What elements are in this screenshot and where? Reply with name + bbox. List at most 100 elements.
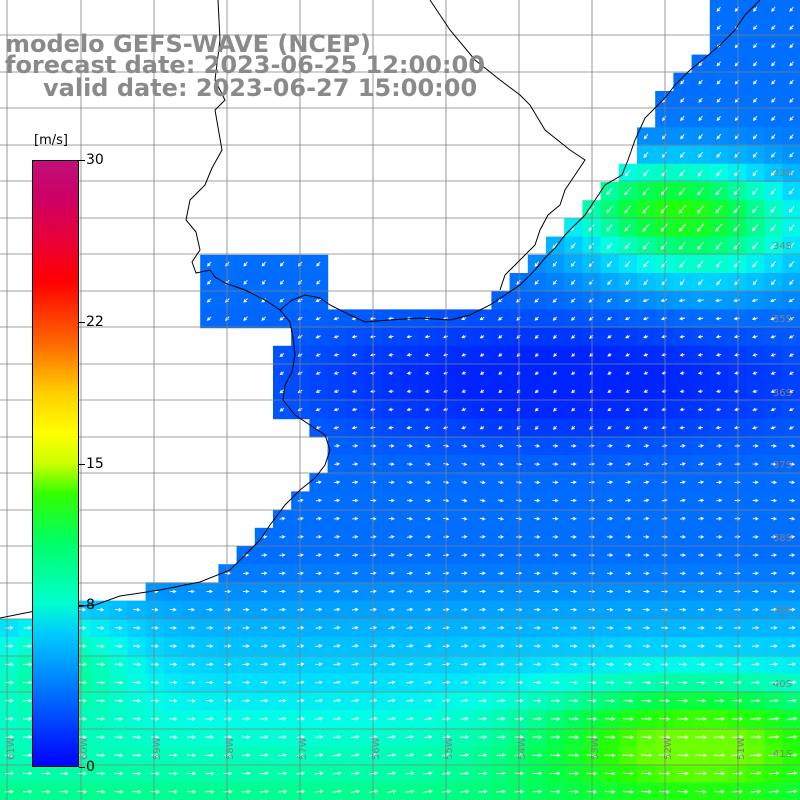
wind-arrow [716, 97, 721, 103]
wind-arrow [132, 698, 142, 703]
wind-arrow [205, 789, 215, 794]
wind-arrow [261, 571, 268, 576]
wind-arrow [241, 771, 251, 776]
wind-arrow [606, 589, 614, 594]
wind-arrow [661, 425, 667, 430]
wind-arrow [388, 535, 395, 539]
wind-arrow [570, 462, 577, 466]
wind-arrow [697, 316, 704, 321]
wind-arrow [658, 735, 671, 740]
wind-arrow [425, 516, 432, 521]
wind-arrow [679, 151, 685, 158]
wind-arrow [679, 169, 686, 177]
wind-arrow [789, 279, 794, 286]
wind-arrow [479, 480, 486, 485]
wind-arrow [625, 571, 632, 576]
wind-arrow [625, 444, 632, 448]
wind-arrow [770, 353, 776, 357]
wind-arrow [788, 407, 794, 412]
wind-arrow [550, 771, 561, 776]
wind-arrow [351, 698, 360, 703]
wind-arrow [77, 644, 87, 648]
wind-arrow [568, 717, 579, 721]
wind-arrow [406, 662, 414, 666]
wind-arrow [388, 589, 396, 594]
wind-arrow [333, 407, 340, 412]
wind-arrow [625, 498, 632, 503]
wind-arrow [333, 644, 341, 648]
wind-arrow [279, 353, 285, 357]
wind-arrow [279, 261, 285, 267]
wind-arrow [715, 607, 723, 612]
wind-arrow [279, 389, 285, 394]
wind-arrow [570, 298, 576, 303]
wind-arrow [624, 607, 632, 612]
wind-arrow [223, 735, 233, 739]
wind-arrow [351, 334, 358, 339]
wind-arrow [315, 353, 321, 357]
wind-arrow [625, 260, 631, 268]
wind-arrow [334, 516, 341, 521]
wind-arrow [607, 498, 614, 503]
wind-arrow [552, 516, 559, 521]
wind-arrow [114, 680, 124, 685]
coastline-east [364, 0, 761, 323]
wind-arrow [424, 698, 433, 703]
wind-arrow [315, 371, 321, 375]
wind-arrow [569, 644, 578, 648]
wind-arrow [788, 261, 795, 268]
wind-arrow [206, 279, 212, 285]
wind-arrow [260, 625, 268, 630]
wind-arrow [479, 353, 485, 357]
wind-arrow [551, 698, 561, 703]
wind-arrow [206, 298, 212, 303]
wind-arrow [770, 152, 776, 158]
wind-arrow [333, 316, 340, 321]
wind-arrow [695, 717, 707, 721]
wind-arrow [789, 516, 796, 521]
wind-arrow [352, 516, 359, 521]
wind-arrow [679, 260, 686, 268]
wind-arrow [461, 462, 468, 466]
wind-arrow [461, 516, 468, 521]
wind-arrow [534, 589, 541, 594]
wind-arrow [423, 716, 433, 721]
wind-arrow [731, 753, 744, 758]
wind-arrow [625, 425, 631, 430]
wind-arrow [552, 298, 558, 303]
wind-arrow [750, 698, 761, 703]
wind-arrow [259, 771, 269, 776]
wind-arrow [314, 716, 324, 721]
wind-arrow [713, 789, 725, 794]
wind-arrow [731, 717, 744, 721]
wind-arrow [734, 389, 740, 394]
wind-arrow [698, 498, 705, 503]
wind-arrow [551, 644, 560, 648]
wind-arrow [642, 316, 649, 321]
wind-arrow [677, 717, 689, 721]
wind-arrow [333, 589, 341, 594]
title-forecast-date: forecast date: 2023-06-25 12:00:00 [5, 51, 485, 79]
wind-arrow [640, 753, 653, 758]
wind-arrow [497, 571, 505, 576]
wind-arrow [570, 480, 577, 485]
wind-arrow [425, 462, 432, 466]
wind-arrow [242, 698, 251, 703]
wind-arrow [586, 789, 598, 794]
wind-arrow [77, 662, 87, 667]
wind-arrow [588, 298, 594, 303]
wind-arrow [734, 279, 740, 286]
wind-arrow [622, 753, 635, 758]
wind-arrow [716, 462, 723, 466]
wind-arrow [588, 626, 596, 630]
wind-arrow [534, 444, 541, 448]
wind-arrow [77, 698, 87, 703]
wind-arrow [733, 662, 742, 667]
wind-arrow [568, 735, 579, 739]
wind-arrow [679, 571, 687, 576]
wind-arrow [716, 516, 723, 521]
wind-arrow [752, 516, 759, 521]
wind-arrow [696, 680, 706, 685]
wind-arrow [752, 535, 759, 539]
wind-arrow [241, 735, 251, 739]
